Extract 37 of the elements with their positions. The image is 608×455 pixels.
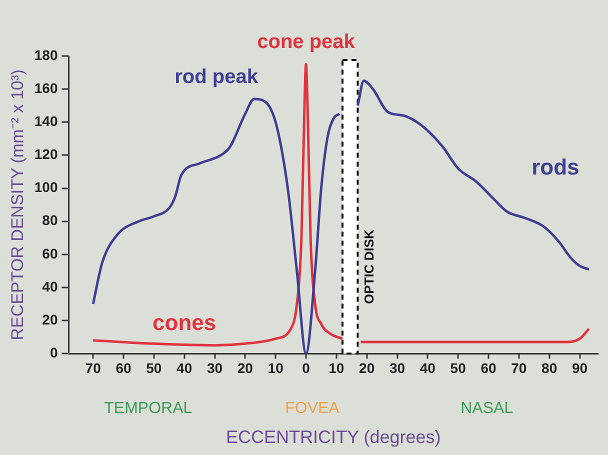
x-tick-label: 30 (389, 360, 406, 376)
x-axis-title: ECCENTRICITY (degrees) (226, 427, 441, 448)
text: FOVEA (285, 400, 340, 418)
x-tick-label: 10 (328, 360, 344, 376)
annotation: rod peak (174, 66, 259, 88)
x-tick-label: 60 (480, 360, 496, 376)
x-tick-label: 70 (511, 360, 527, 376)
y-tick-label: 40 (42, 278, 58, 294)
y-tick-label: 160 (34, 80, 58, 96)
band-label: OPTIC DISK (361, 228, 376, 304)
y-tick-label: 120 (34, 146, 58, 162)
y-tick-label: 100 (34, 179, 58, 196)
text: TEMPORAL (104, 400, 192, 418)
x-tick-label: 0 (302, 360, 310, 376)
x-tick-label: 70 (85, 360, 102, 376)
y-tick-label: 0 (50, 344, 58, 360)
y-axis-title: RECEPTOR DENSITY (mm⁻² x 10³) (8, 69, 27, 340)
text: NASAL (460, 400, 514, 418)
x-tick-label: 40 (420, 360, 436, 376)
annotation: cone peak (257, 30, 356, 53)
x-tick-label: 20 (359, 360, 375, 376)
series-label: rods (532, 154, 580, 180)
x-tick-label: 30 (206, 360, 223, 376)
x-tick-label: 10 (268, 360, 284, 376)
x-tick-label: 60 (116, 360, 132, 376)
y-tick-label: 180 (34, 46, 58, 63)
x-tick-label: 50 (146, 360, 162, 376)
x-tick-label: 50 (450, 360, 466, 376)
series-label: cones (152, 310, 216, 335)
y-tick-label: 60 (42, 245, 58, 262)
x-tick-label: 80 (542, 360, 558, 376)
x-tick-label: 40 (176, 360, 192, 376)
x-tick-label: 90 (572, 360, 588, 376)
y-tick-label: 80 (42, 212, 58, 228)
x-tick-label: 20 (237, 360, 254, 376)
y-tick-label: 20 (42, 311, 58, 328)
y-tick-label: 140 (34, 112, 58, 129)
